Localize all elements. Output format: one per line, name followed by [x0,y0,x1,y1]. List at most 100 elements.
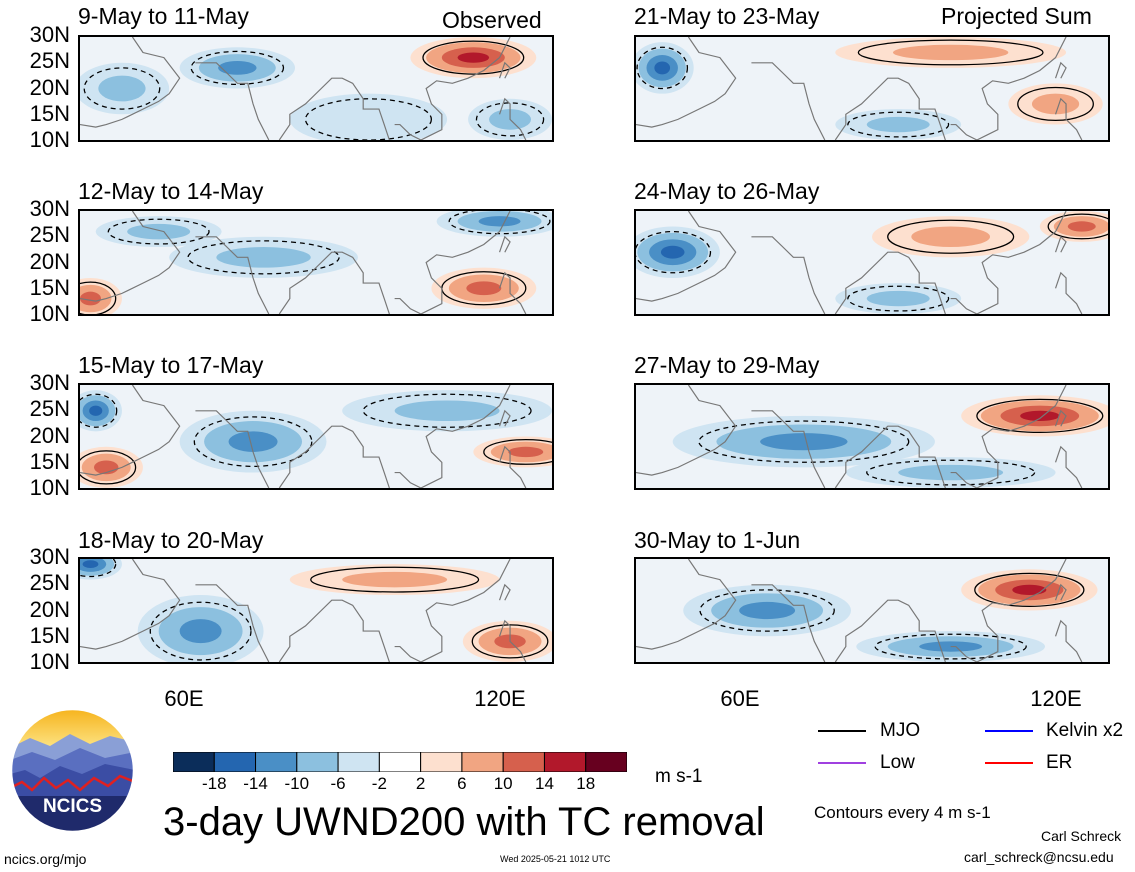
mjo-contour [974,572,1085,608]
map-panel-30-may [634,557,1110,664]
mjo-contour [475,102,545,137]
legend-er: ER [1046,752,1073,773]
coastline [278,77,390,140]
lat-tick-15n: 15N [29,274,70,300]
mjo-contour [80,450,137,485]
coastline [278,599,390,662]
mjo-contour [304,98,433,140]
lat-tick-10n: 10N [29,475,70,500]
colorbar-tick-label: -18 [201,774,227,793]
anomaly-blob [289,93,448,140]
coastline [751,410,826,488]
anomaly-blob [89,405,103,416]
mjo-contour [448,211,551,235]
mjo-contour [847,111,950,138]
lat-tick-20n: 20N [29,422,70,448]
map-panel-12-may [78,209,554,316]
mjo-contour [362,393,532,428]
map-panel-9-may [78,35,554,142]
kelvin-line-swatch [985,730,1033,732]
coastline [1054,583,1067,601]
anomaly-blob [866,290,930,307]
mjo-contour [636,230,712,274]
mjo-contour [80,281,117,314]
mjo-contour [190,50,285,86]
contour-note: Contours every 4 m s-1 [814,803,991,822]
coastline [1054,409,1067,427]
coastline [834,425,946,488]
mjo-contour [422,40,525,75]
lat-tick-30n: 30N [29,544,70,569]
colorbar-swatch [337,751,380,773]
colorbar-tick-label: -14 [243,774,268,793]
lat-tick-10n: 10N [29,649,70,674]
lat-tick-15n: 15N [29,100,70,126]
colorbar-swatch [420,751,463,773]
anomaly-blob [508,446,544,458]
lat-tick-30n: 30N [29,196,70,221]
coastline [636,559,737,650]
coastline [498,619,527,662]
mjo-contour [80,559,117,578]
coastline [498,583,511,601]
lat-tick-10n: 10N [29,301,70,326]
anomaly-blob [80,291,101,306]
anomaly-blob [892,44,1009,61]
panel-title: 27-May to 29-May [634,352,820,378]
panel-title: 15-May to 17-May [78,352,264,378]
lat-tick-20n: 20N [29,74,70,100]
colorbar-tick-label: 14 [534,774,554,793]
coastline [1054,61,1067,79]
legend-mjo: MJO [880,720,921,741]
coastline [834,251,946,314]
colorbar-swatch [296,751,339,773]
mjo-contour [107,218,210,245]
colorbar-tick-label: -6 [330,774,346,793]
mjo-contour [874,633,1027,660]
lat-tick-10n: 10N [29,127,70,152]
colorbar-tick-label: -2 [371,774,387,793]
mjo-contour [857,39,1044,66]
mjo-contour [976,398,1104,434]
coastline [498,409,511,427]
colorbar-tick-label: 18 [576,774,596,793]
coastline [80,37,181,128]
ncics-logo: NCICS [10,708,135,833]
observed-label: Observed [442,7,542,33]
colorbar-tick-label: 6 [457,774,467,793]
coastline [80,211,181,302]
low-line-swatch [818,762,866,764]
anomaly-blob [478,216,521,227]
colorbar [172,751,628,773]
mjo-contour [483,438,552,465]
coastline [394,385,511,488]
colorbar-swatch [255,751,298,773]
mjo-contour [83,67,161,110]
coastline [195,410,270,488]
anomaly-blob [866,116,930,133]
panel-title: 21-May to 23-May [634,3,820,29]
anomaly-blob [342,571,448,588]
anomaly-blob [82,560,99,569]
lat-tick-15n: 15N [29,448,70,474]
anomaly-blob [179,619,222,644]
mjo-contour [1047,213,1108,240]
map-panel-21-may [634,35,1110,142]
panel-title: 24-May to 26-May [634,178,820,204]
anomaly-blob [228,431,278,452]
colorbar-swatch [172,751,215,773]
coastline [195,62,270,140]
legend-low: Low [880,752,915,773]
coastline [394,37,511,140]
lat-tick-25n: 25N [29,222,70,248]
anomaly-blob [394,400,500,422]
mjo-contour [471,624,549,659]
coastline [278,251,390,314]
lon-tick-60e: 60E [720,686,760,711]
coastline [636,211,737,302]
coastline [636,385,737,476]
coastline [834,77,946,140]
coastline [950,37,1067,140]
coastline [950,559,1067,662]
coastline [498,61,511,79]
